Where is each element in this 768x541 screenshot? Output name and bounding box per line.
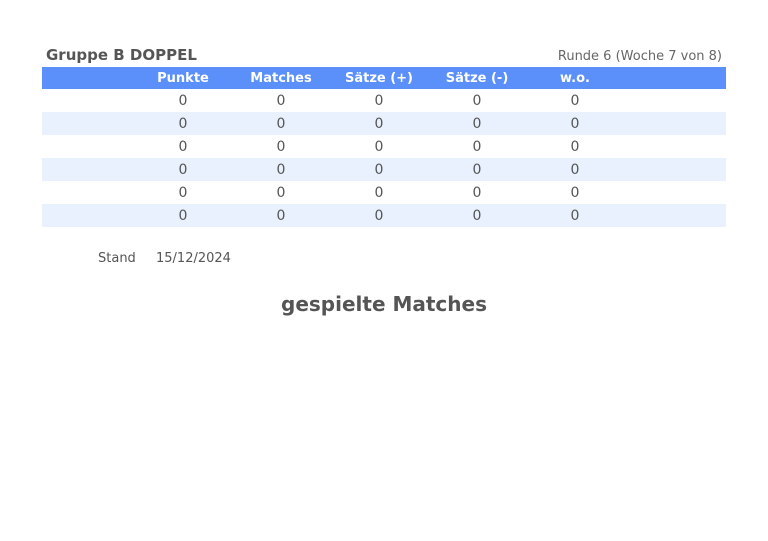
wo-cell: 0 — [570, 92, 580, 109]
table-row: 0 0 0 0 0 — [42, 135, 726, 158]
table-row: 0 0 0 0 0 — [42, 204, 726, 227]
saetze-plus-cell: 0 — [330, 158, 428, 181]
standings-table: Punkte Matches Sätze (+) Sätze (-) w.o. … — [42, 67, 726, 227]
punkte-cell: 0 — [178, 92, 188, 109]
wo-cell: 0 — [526, 112, 624, 135]
round-info: Runde 6 (Woche 7 von 8) — [557, 49, 722, 64]
saetze-minus-cell: 0 — [428, 112, 526, 135]
extra-cell — [624, 158, 726, 181]
saetze-minus-cell: 0 — [472, 184, 482, 201]
matches-cell: 0 — [276, 92, 286, 109]
team-cell — [42, 158, 134, 181]
extra-cell — [624, 112, 726, 135]
saetze-plus-cell: 0 — [374, 92, 384, 109]
team-cell — [42, 181, 134, 204]
column-header-saetze-minus: Sätze (-) — [428, 67, 526, 89]
matches-cell: 0 — [232, 112, 330, 135]
column-header-team — [42, 67, 134, 89]
wo-cell: 0 — [526, 158, 624, 181]
saetze-minus-cell: 0 — [472, 92, 482, 109]
team-cell — [42, 112, 134, 135]
matches-cell: 0 — [232, 204, 330, 227]
saetze-plus-cell: 0 — [374, 184, 384, 201]
punkte-cell: 0 — [178, 138, 188, 155]
team-cell — [42, 135, 134, 158]
saetze-plus-cell: 0 — [374, 138, 384, 155]
stand-label: Stand — [98, 251, 136, 266]
extra-cell — [624, 135, 726, 158]
saetze-plus-cell: 0 — [330, 112, 428, 135]
column-header-punkte: Punkte — [134, 67, 232, 89]
table-row: 0 0 0 0 0 — [42, 158, 726, 181]
wo-cell: 0 — [570, 138, 580, 155]
team-cell — [42, 89, 134, 112]
column-header-matches: Matches — [232, 67, 330, 89]
column-header-extra — [624, 67, 726, 89]
group-title: Gruppe B DOPPEL — [46, 46, 197, 64]
table-row: 0 0 0 0 0 — [42, 89, 726, 112]
punkte-cell: 0 — [134, 112, 232, 135]
extra-cell — [624, 204, 726, 227]
saetze-minus-cell: 0 — [428, 204, 526, 227]
team-cell — [42, 204, 134, 227]
table-row: 0 0 0 0 0 — [42, 112, 726, 135]
extra-cell — [624, 89, 726, 112]
punkte-cell: 0 — [178, 184, 188, 201]
played-matches-title: gespielte Matches — [281, 292, 487, 316]
wo-cell: 0 — [526, 204, 624, 227]
table-row: 0 0 0 0 0 — [42, 181, 726, 204]
saetze-plus-cell: 0 — [330, 204, 428, 227]
saetze-minus-cell: 0 — [472, 138, 482, 155]
punkte-cell: 0 — [134, 158, 232, 181]
table-header-row: Punkte Matches Sätze (+) Sätze (-) w.o. — [42, 67, 726, 89]
matches-cell: 0 — [276, 184, 286, 201]
saetze-minus-cell: 0 — [428, 158, 526, 181]
wo-cell: 0 — [570, 184, 580, 201]
column-header-wo: w.o. — [526, 67, 624, 89]
extra-cell — [624, 181, 726, 204]
punkte-cell: 0 — [134, 204, 232, 227]
stand-date: 15/12/2024 — [156, 251, 231, 266]
column-header-saetze-plus: Sätze (+) — [330, 67, 428, 89]
matches-cell: 0 — [232, 158, 330, 181]
matches-cell: 0 — [276, 138, 286, 155]
